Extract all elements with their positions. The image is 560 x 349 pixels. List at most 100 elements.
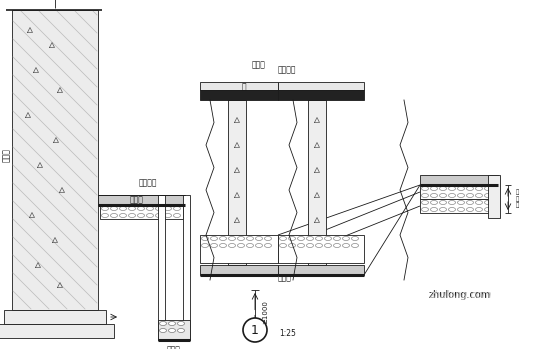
Ellipse shape [101,214,109,217]
Bar [158,195,165,340]
Ellipse shape [475,208,483,211]
Ellipse shape [352,244,358,247]
Ellipse shape [422,193,428,198]
Ellipse shape [466,200,474,205]
Bar [488,175,500,218]
Bar [228,100,246,265]
Ellipse shape [147,214,153,217]
Ellipse shape [449,208,455,211]
Ellipse shape [288,237,296,240]
Text: 素砼垫层: 素砼垫层 [278,66,296,74]
Text: 疏
水
层: 疏 水 层 [516,190,519,208]
Ellipse shape [110,214,118,217]
Ellipse shape [246,237,254,240]
Ellipse shape [334,237,340,240]
Ellipse shape [324,244,332,247]
Ellipse shape [138,207,144,210]
Ellipse shape [160,328,166,333]
Text: 1:25: 1:25 [279,329,296,339]
Ellipse shape [297,237,305,240]
Text: 疏水管: 疏水管 [130,195,144,205]
Ellipse shape [178,328,184,333]
Ellipse shape [440,200,446,205]
Ellipse shape [440,193,446,198]
Bar [200,235,278,263]
Bar [420,185,498,199]
Ellipse shape [306,244,314,247]
Ellipse shape [466,193,474,198]
Bar [200,82,278,90]
Ellipse shape [458,186,464,191]
Ellipse shape [422,186,428,191]
Ellipse shape [174,214,180,217]
Ellipse shape [431,208,437,211]
Ellipse shape [306,237,314,240]
Ellipse shape [169,321,175,326]
Ellipse shape [475,193,483,198]
Ellipse shape [138,214,144,217]
Ellipse shape [228,244,236,247]
Ellipse shape [484,193,492,198]
Ellipse shape [422,208,428,211]
Ellipse shape [440,208,446,211]
Ellipse shape [343,244,349,247]
Bar [308,100,326,265]
Ellipse shape [264,244,272,247]
Text: zhulong.com: zhulong.com [429,290,491,300]
Ellipse shape [458,208,464,211]
Bar [4,310,106,324]
Ellipse shape [165,214,171,217]
Ellipse shape [156,214,162,217]
Text: 集水暗渠: 集水暗渠 [139,178,157,187]
Ellipse shape [315,237,323,240]
Ellipse shape [255,237,263,240]
Ellipse shape [431,200,437,205]
Ellipse shape [279,244,287,247]
Ellipse shape [237,244,245,247]
Ellipse shape [147,207,153,210]
Bar [278,82,364,90]
Ellipse shape [174,207,180,210]
Ellipse shape [119,214,127,217]
Ellipse shape [264,237,272,240]
Ellipse shape [466,208,474,211]
Ellipse shape [352,237,358,240]
Ellipse shape [202,244,208,247]
Bar [158,320,190,340]
Text: 板: 板 [242,82,246,91]
Text: ≥1000: ≥1000 [262,300,268,325]
Ellipse shape [315,244,323,247]
Ellipse shape [110,207,118,210]
Bar [278,265,364,275]
Ellipse shape [431,193,437,198]
Bar [278,235,364,263]
Bar [98,195,185,205]
Ellipse shape [475,200,483,205]
Ellipse shape [160,321,166,326]
Ellipse shape [202,237,208,240]
Text: 集水井: 集水井 [167,346,181,349]
Ellipse shape [211,237,217,240]
Ellipse shape [237,237,245,240]
Bar [100,205,183,219]
Bar [200,90,278,100]
Ellipse shape [220,244,226,247]
Ellipse shape [458,193,464,198]
Ellipse shape [484,200,492,205]
Ellipse shape [343,237,349,240]
Ellipse shape [288,244,296,247]
Ellipse shape [431,186,437,191]
Text: 疏流台: 疏流台 [252,60,266,69]
Text: 1: 1 [251,324,259,336]
Ellipse shape [228,237,236,240]
Bar [200,265,278,275]
Ellipse shape [334,244,340,247]
Ellipse shape [101,207,109,210]
Bar [420,199,498,213]
Ellipse shape [484,186,492,191]
Ellipse shape [220,237,226,240]
Ellipse shape [449,193,455,198]
Ellipse shape [475,186,483,191]
Bar [183,195,190,340]
Ellipse shape [440,186,446,191]
